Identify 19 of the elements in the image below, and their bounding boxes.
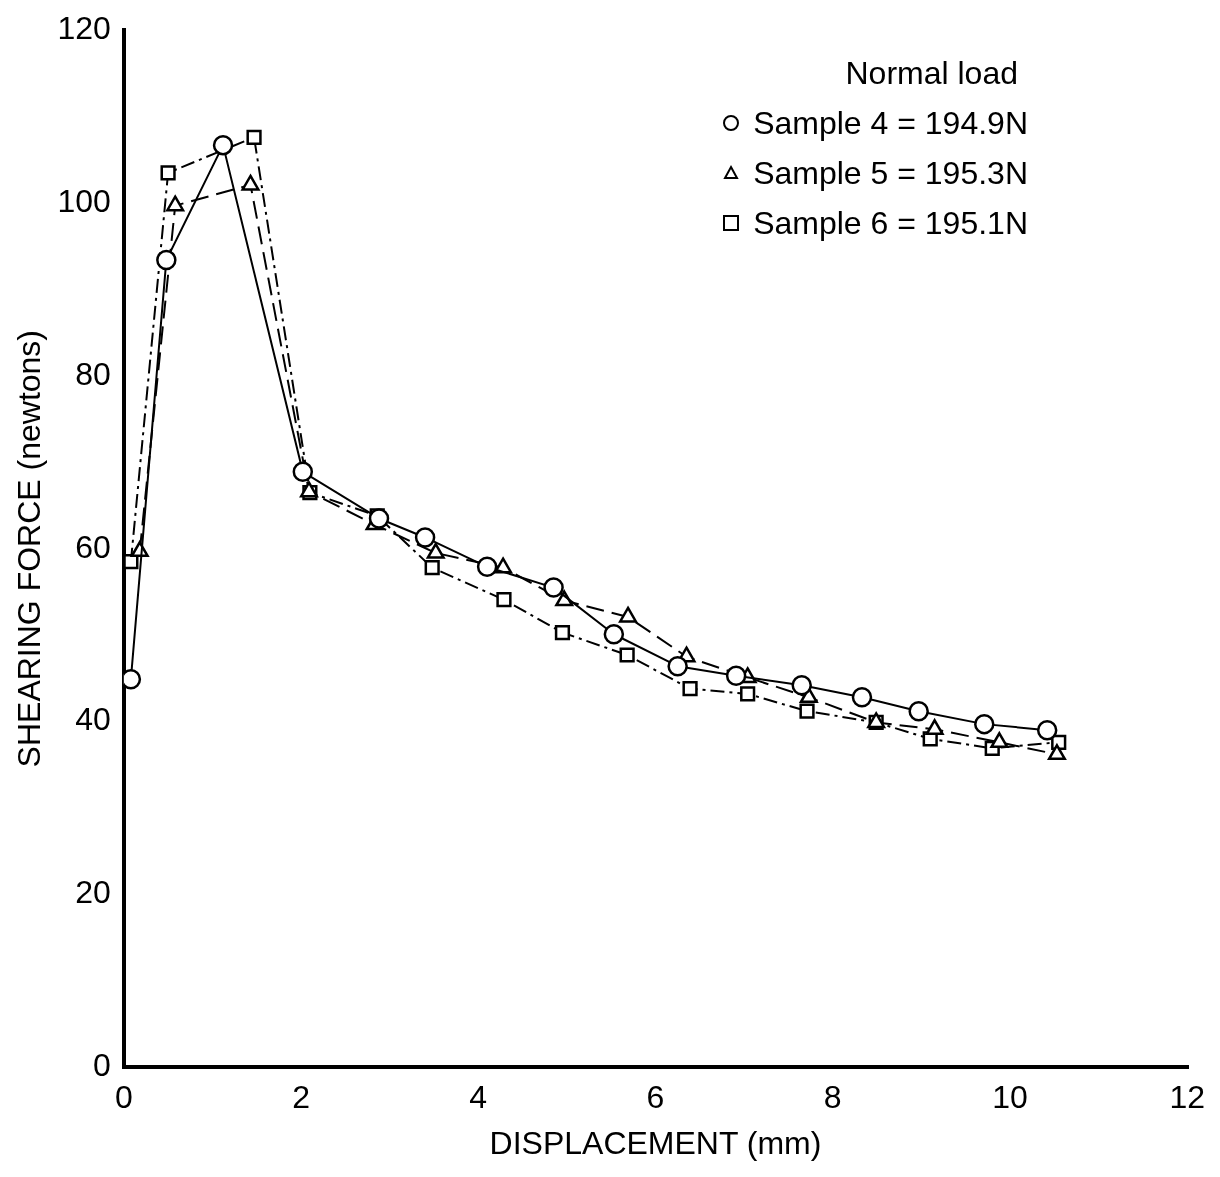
x-tick-label: 8 [823, 1079, 842, 1116]
y-tick-label: 20 [75, 874, 111, 911]
y-tick-label: 0 [92, 1047, 111, 1084]
y-tick-label: 100 [57, 182, 111, 219]
legend-label: Sample 6 = 195.1N [753, 204, 1028, 243]
y-tick-label: 80 [75, 355, 111, 392]
legend-title: Normal load [844, 54, 1019, 93]
x-tick-label: 4 [469, 1079, 488, 1116]
y-axis-title: SHEARING FORCE (newtons) [11, 329, 48, 768]
legend-label: Sample 4 = 194.9N [753, 104, 1028, 143]
x-tick-label: 10 [992, 1079, 1028, 1116]
y-tick-label: 40 [75, 701, 111, 738]
legend-label: Sample 5 = 195.3N [753, 154, 1028, 193]
x-axis-title: DISPLACEMENT (mm) [489, 1124, 822, 1161]
x-tick-label: 12 [1169, 1079, 1205, 1116]
y-tick-label: 60 [75, 528, 111, 565]
x-tick-label: 2 [292, 1079, 310, 1116]
y-tick-label: 120 [57, 10, 111, 47]
x-tick-label: 6 [646, 1079, 665, 1116]
